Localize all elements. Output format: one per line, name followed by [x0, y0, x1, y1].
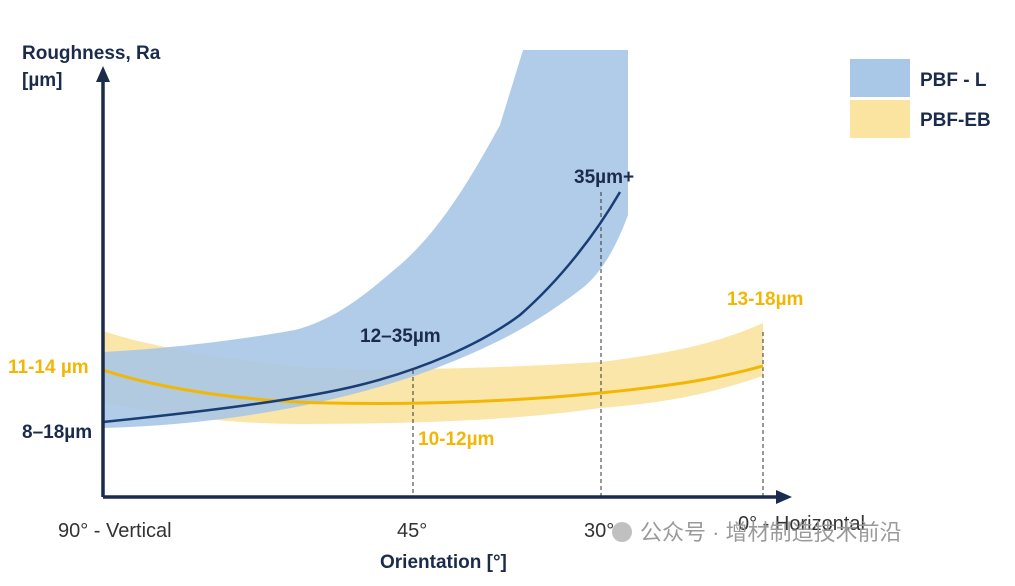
annotation-13-18um: 13-18µm — [727, 289, 803, 310]
wechat-icon — [612, 522, 632, 542]
legend-swatch-pbf-eb — [850, 100, 910, 138]
legend-label-pbf-l: PBF - L — [920, 70, 987, 91]
x-tick-90: 90° - Vertical — [58, 520, 172, 542]
annotation-11-14um: 11-14 µm — [8, 357, 89, 378]
x-axis-arrow — [776, 490, 792, 504]
watermark-text: 公众号 · 增材制造技术前沿 — [640, 520, 902, 545]
legend-label-pbf-eb: PBF-EB — [920, 110, 991, 131]
legend: PBF - L PBF-EB — [850, 59, 991, 138]
legend-swatch-pbf-l — [850, 59, 910, 97]
annotation-12-35um: 12–35µm — [360, 326, 441, 347]
pbf-l-line — [102, 191, 622, 424]
annotation-8-18um: 8–18µm — [22, 422, 92, 443]
y-axis-label-line2: [µm] — [22, 70, 63, 91]
pbf-l-range-band — [103, 50, 628, 428]
x-axis-label: Orientation [°] — [380, 552, 507, 573]
watermark: 公众号 · 增材制造技术前沿 — [612, 520, 902, 545]
x-tick-45: 45° — [397, 520, 427, 542]
y-axis-label-line1: Roughness, Ra — [22, 43, 161, 64]
y-axis-arrow — [96, 66, 110, 82]
annotation-10-12um: 10-12µm — [418, 429, 494, 450]
x-tick-30: 30° — [584, 520, 614, 542]
annotation-35um-plus: 35µm+ — [574, 167, 634, 188]
x-tick-0: 0° - Horizontal — [738, 513, 865, 535]
pbf-eb-line — [102, 364, 764, 406]
